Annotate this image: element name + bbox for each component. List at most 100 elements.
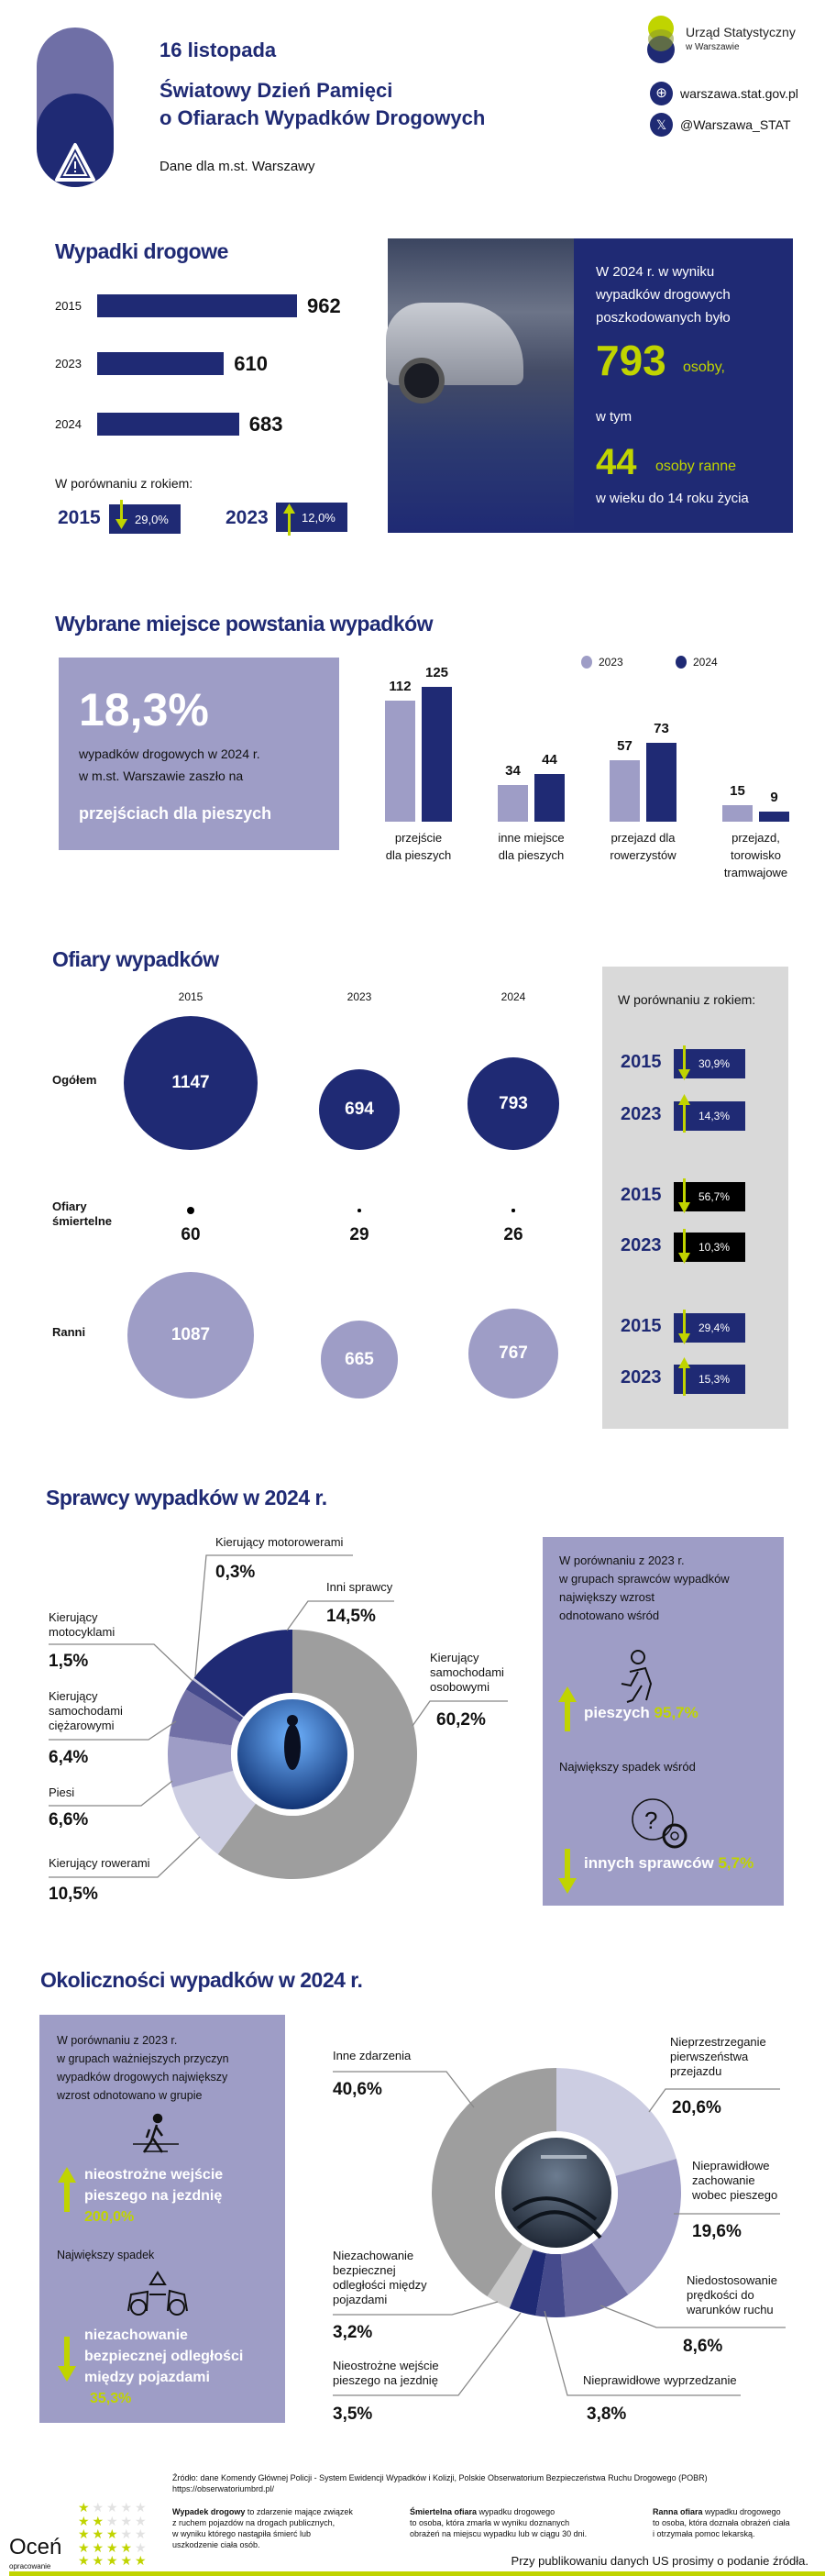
box-line: wypadków drogowych największy — [57, 2071, 228, 2084]
decrease-intro: Największy spadek wśród — [559, 1760, 696, 1774]
bar — [534, 774, 565, 822]
page-title-line2: o Ofiarach Wypadków Drogowych — [160, 106, 486, 129]
bar — [422, 687, 452, 822]
legend-label: 2024 — [693, 656, 718, 669]
guardrail — [541, 2155, 587, 2159]
box-line: w grupach sprawców wypadków — [559, 1572, 730, 1586]
website-link[interactable]: warszawa.stat.gov.pl — [680, 86, 798, 101]
death-dot — [187, 1207, 194, 1214]
section-title-perpetrators: Sprawcy wypadków w 2024 r. — [46, 1486, 327, 1509]
bar — [97, 294, 297, 317]
compare-label: W porównaniu z rokiem: — [618, 992, 756, 1007]
section-title-circumstances: Okoliczności wypadków w 2024 r. — [40, 1968, 363, 1992]
bar-value-label: 15 — [730, 783, 745, 800]
compare-year: 2023 — [226, 507, 269, 528]
compare-value: 12,0% — [302, 510, 336, 525]
box-line: wzrost odnotowano w grupie — [57, 2089, 203, 2102]
page-title-line1: Światowy Dzień Pamięci — [160, 79, 393, 102]
bar-value-label: 683 — [248, 413, 283, 436]
definition-text: obrażeń na miejscu wypadku lub w ciągu 3… — [410, 2529, 588, 2538]
bubble-value: 767 — [499, 1343, 528, 1364]
star-icon: ★ — [120, 2539, 133, 2555]
compare-badge: 29,0% — [109, 504, 181, 534]
highlight-value: 18,3% — [79, 684, 209, 735]
star-icon: ★ — [106, 2500, 118, 2515]
donut-slice — [560, 2242, 629, 2317]
decrease-group: innych sprawców — [584, 1854, 714, 1872]
row-label: Ogółem — [52, 1073, 97, 1087]
bubble-value: 694 — [345, 1099, 374, 1119]
car-collision-icon — [127, 2271, 188, 2316]
compare-year: 2015 — [58, 507, 101, 528]
compare-year: 2023 — [621, 1367, 662, 1388]
star-icon: ★ — [106, 2513, 118, 2528]
compare-year: 2015 — [621, 1316, 662, 1336]
star-icon: ★ — [135, 2539, 147, 2555]
arrow-up-icon — [558, 1686, 577, 1731]
star-icon: ★ — [78, 2539, 90, 2555]
bar-value-label: 9 — [770, 790, 778, 806]
donut-slice — [171, 1770, 256, 1855]
panel-text: W 2024 r. w wyniku — [596, 264, 715, 280]
slice-label: Kierujący motocyklami — [49, 1610, 116, 1639]
bar-year-label: 2023 — [55, 357, 82, 370]
slice-value: 3,5% — [333, 2405, 373, 2424]
year-header: 2015 — [178, 990, 204, 1003]
compare-arrows — [116, 500, 295, 536]
bar-year-label: 2024 — [55, 417, 82, 431]
slice-value: 3,2% — [333, 2323, 373, 2342]
bar-value-label: 962 — [307, 294, 341, 317]
slice-label: Niezachowanie bezpiecznej odległości mię… — [333, 2249, 427, 2306]
slice-value: 14,5% — [326, 1607, 376, 1626]
slice-label: Kierujący motorowerami — [215, 1535, 344, 1549]
highlight-box: 18,3% wypadków drogowych w 2024 r. w m.s… — [59, 658, 339, 850]
decrease-group: niezachowanie — [84, 2327, 188, 2343]
box-line: W porównaniu z 2023 r. — [559, 1553, 685, 1567]
bubble-value: 29 — [349, 1225, 369, 1244]
donut-slice — [185, 1679, 244, 1723]
definition-text: w wyniku którego nastąpiła śmierć lub — [172, 2529, 312, 2538]
slice-value: 1,5% — [49, 1652, 89, 1671]
warning-badge — [37, 28, 114, 187]
box-text: W porównaniu z 2023 r. w grupach sprawcó… — [559, 1552, 730, 1625]
source-link[interactable]: https://obserwatoriumbrd.pl/ — [172, 2484, 275, 2493]
compare-year: 2015 — [621, 1185, 662, 1205]
decrease-group: między pojazdami — [84, 2370, 210, 2385]
org-logo — [647, 16, 675, 63]
person-head — [287, 1715, 298, 1726]
injured-children: 44 — [596, 442, 637, 482]
rate-label[interactable]: Oceń — [9, 2535, 62, 2559]
slice-label: Nieostrożne wejście pieszego na jezdnię — [333, 2359, 439, 2387]
panel-text: wypadków drogowych — [596, 287, 731, 303]
compare-year: 2023 — [621, 1235, 662, 1255]
slice-label: Kierujący samochodami ciężarowymi — [49, 1689, 123, 1732]
highlight-text: wypadków drogowych w 2024 r. — [79, 746, 260, 761]
bar-value-label: 610 — [234, 352, 268, 375]
section-title-places: Wybrane miejsce powstania wypadków — [55, 612, 434, 636]
compare-value: 29,0% — [135, 512, 169, 526]
arrow-down-icon — [116, 500, 127, 529]
arrow-up-icon — [283, 503, 295, 536]
definition-text: uszkodzenie ciała osób. — [172, 2540, 260, 2549]
bar-value-label: 73 — [654, 721, 669, 737]
slice-value: 0,3% — [215, 1563, 256, 1582]
definition-text: to zdarzenie mające związek — [247, 2507, 353, 2516]
donut-slice — [556, 2068, 676, 2176]
category-label: przejście dla pieszych — [385, 831, 452, 862]
bar-year-label: 2015 — [55, 299, 82, 313]
decrease-value: 5,7% — [718, 1854, 754, 1872]
pedestrian-crossing-icon — [133, 2113, 179, 2153]
star-icon: ★ — [92, 2500, 104, 2515]
arrow-down-icon — [678, 1178, 690, 1213]
category-label: inne miejsce dla pieszych — [498, 831, 565, 862]
footer-bar — [9, 2571, 825, 2576]
twitter-link[interactable]: @Warszawa_STAT — [680, 117, 791, 132]
definition-text: to osoba, która zmarła w wyniku doznanyc… — [410, 2518, 570, 2527]
page-subtitle: Dane dla m.st. Warszawy — [160, 159, 315, 174]
decrease-value: 35,3% — [90, 2391, 132, 2406]
increase-group: pieszego na jezdnię — [84, 2188, 223, 2204]
bar — [97, 413, 239, 436]
bar-value-label: 44 — [542, 752, 557, 768]
slice-value: 19,6% — [692, 2222, 742, 2241]
